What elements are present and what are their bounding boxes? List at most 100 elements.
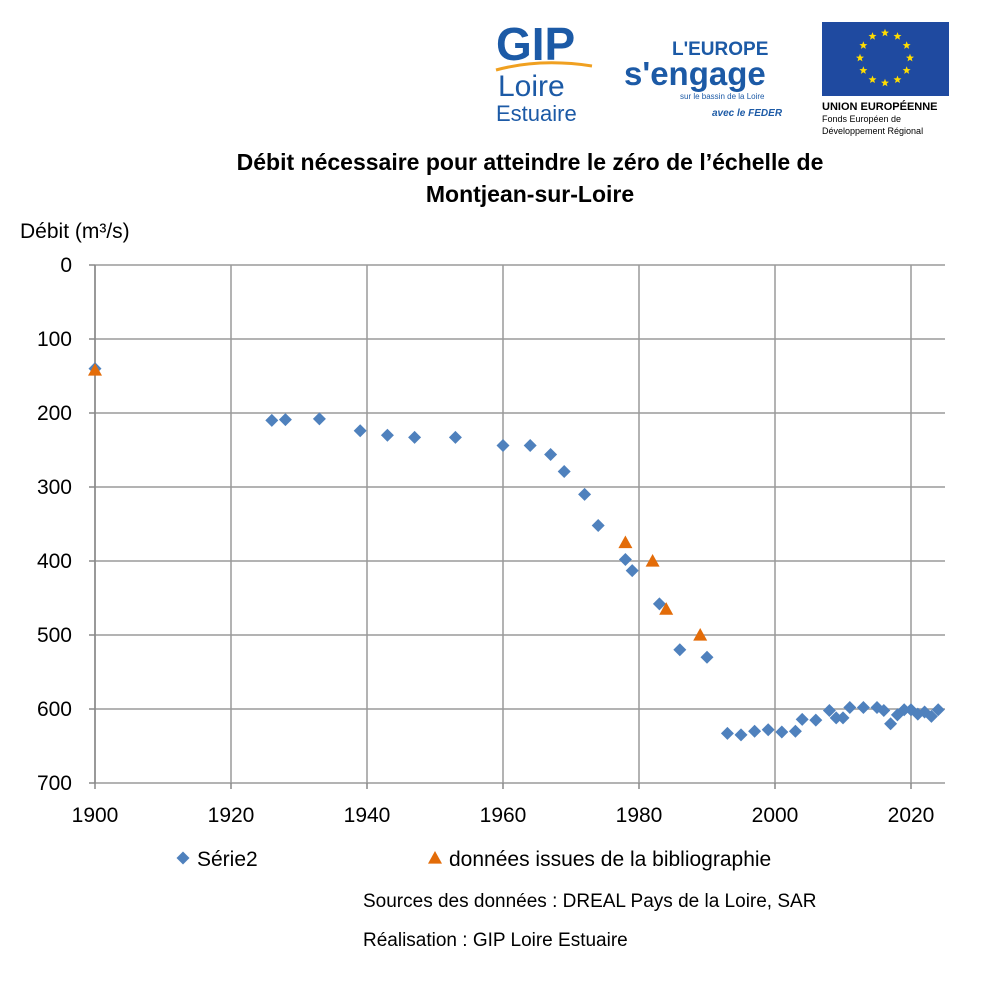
eu-flag-logo: UNION EUROPÉENNE Fonds Européen de Dével…	[822, 22, 949, 136]
eu-star	[856, 53, 864, 62]
legend-marker-triangle	[428, 851, 442, 864]
x-tick-label: 2000	[752, 804, 799, 827]
diamond-point	[496, 439, 510, 453]
europe-logo-line4: avec le FEDER	[712, 108, 783, 119]
europe-logo-line1: L'EUROPE	[672, 39, 768, 60]
eu-star	[893, 75, 902, 84]
triangle-point	[693, 628, 708, 641]
diamond-point	[788, 724, 802, 738]
diamond-point	[265, 413, 279, 427]
diamond-point	[353, 424, 367, 438]
diamond-point	[775, 725, 789, 739]
diamond-point	[897, 703, 911, 717]
y-tick-label: 100	[37, 328, 72, 351]
credit-sources: Sources des données : DREAL Pays de la L…	[363, 891, 816, 912]
diamond-point	[734, 728, 748, 742]
diamond-point	[557, 464, 571, 478]
x-tick-label: 1900	[72, 804, 119, 827]
y-tick-label: 500	[37, 624, 72, 647]
y-tick-label: 200	[37, 402, 72, 425]
x-tick-label: 1980	[616, 804, 663, 827]
chart-title-line2: Montjean-sur-Loire	[426, 181, 634, 207]
y-tick-label: 700	[37, 772, 72, 795]
chart-title-line1: Débit nécessaire pour atteindre le zéro …	[237, 149, 824, 175]
y-tick-label: 300	[37, 476, 72, 499]
triangle-point	[645, 554, 660, 567]
ue-logo-line2: Fonds Européen de	[822, 114, 901, 124]
eu-star	[902, 41, 911, 49]
triangle-point	[618, 535, 633, 549]
x-axis-ticks: 1900 1920 1940 1960 1980 2000 2020	[72, 783, 935, 827]
gip-logo: GIP Loire Estuaire	[495, 18, 593, 126]
y-tick-label: 0	[60, 254, 72, 277]
data-points	[88, 362, 945, 742]
diamond-point	[380, 428, 394, 442]
eu-star	[906, 53, 914, 62]
diamond-point	[312, 412, 326, 426]
diamond-point	[856, 701, 870, 715]
x-tick-label: 1920	[208, 804, 255, 827]
eu-star	[893, 32, 902, 40]
diamond-point	[761, 723, 775, 737]
eu-star	[868, 75, 877, 84]
legend-label-series-1: Série2	[197, 848, 258, 871]
diamond-point	[843, 701, 857, 715]
legend-marker-diamond	[176, 851, 190, 865]
diamond-point	[877, 703, 891, 717]
diamond-point	[809, 713, 823, 727]
diamond-point	[700, 650, 714, 664]
gip-logo-line3: Estuaire	[496, 101, 577, 126]
eu-star	[881, 28, 889, 37]
diamond-point	[591, 518, 605, 532]
diamond-point	[673, 643, 687, 657]
diamond-point	[924, 709, 938, 723]
y-axis-label: Débit (m³/s)	[20, 220, 130, 243]
diamond-point	[795, 712, 809, 726]
eu-star	[868, 32, 877, 40]
series-2	[88, 363, 708, 641]
europe-logo-line3: sur le bassin de la Loire	[680, 92, 765, 101]
diamond-point	[544, 447, 558, 461]
diamond-point	[278, 413, 292, 427]
diamond-point	[523, 439, 537, 453]
x-tick-label: 1960	[480, 804, 527, 827]
y-tick-label: 600	[37, 698, 72, 721]
gip-logo-line2: Loire	[498, 70, 565, 103]
gip-logo-swoosh	[495, 61, 593, 72]
diamond-point	[720, 726, 734, 740]
europe-engage-logo: L'EUROPE s'engage sur le bassin de la Lo…	[624, 39, 783, 119]
series-1	[88, 362, 945, 742]
ue-logo-line3: Développement Régional	[822, 126, 923, 136]
ue-logo-line1: UNION EUROPÉENNE	[822, 100, 938, 113]
y-axis-ticks: 0 100 200 300 400 500 600 700	[37, 254, 95, 795]
legend-label-series-2: données issues de la bibliographie	[449, 848, 771, 871]
diamond-point	[884, 717, 898, 731]
diamond-point	[931, 703, 945, 717]
eu-star	[859, 66, 868, 74]
diamond-point	[748, 724, 762, 738]
diamond-point	[822, 703, 836, 717]
eu-star	[902, 66, 911, 74]
gip-logo-line1: GIP	[496, 18, 575, 70]
eu-star	[859, 41, 868, 49]
x-tick-label: 2020	[888, 804, 935, 827]
legend: Série2 données issues de la bibliographie	[176, 848, 771, 871]
eu-flag-stars	[856, 28, 914, 87]
grid	[94, 264, 945, 784]
diamond-point	[625, 564, 639, 578]
europe-logo-line2: s'engage	[624, 55, 766, 92]
y-tick-label: 400	[37, 550, 72, 573]
triangle-point	[88, 363, 102, 376]
diamond-point	[836, 711, 850, 725]
diamond-point	[618, 553, 632, 567]
diamond-point	[448, 430, 462, 444]
triangle-point	[659, 602, 674, 615]
diamond-point	[829, 711, 843, 725]
diamond-point	[408, 430, 422, 444]
diamond-point	[652, 597, 666, 611]
x-tick-label: 1940	[344, 804, 391, 827]
credit-realisation: Réalisation : GIP Loire Estuaire	[363, 930, 628, 951]
diamond-point	[578, 487, 592, 501]
eu-star	[881, 78, 889, 87]
